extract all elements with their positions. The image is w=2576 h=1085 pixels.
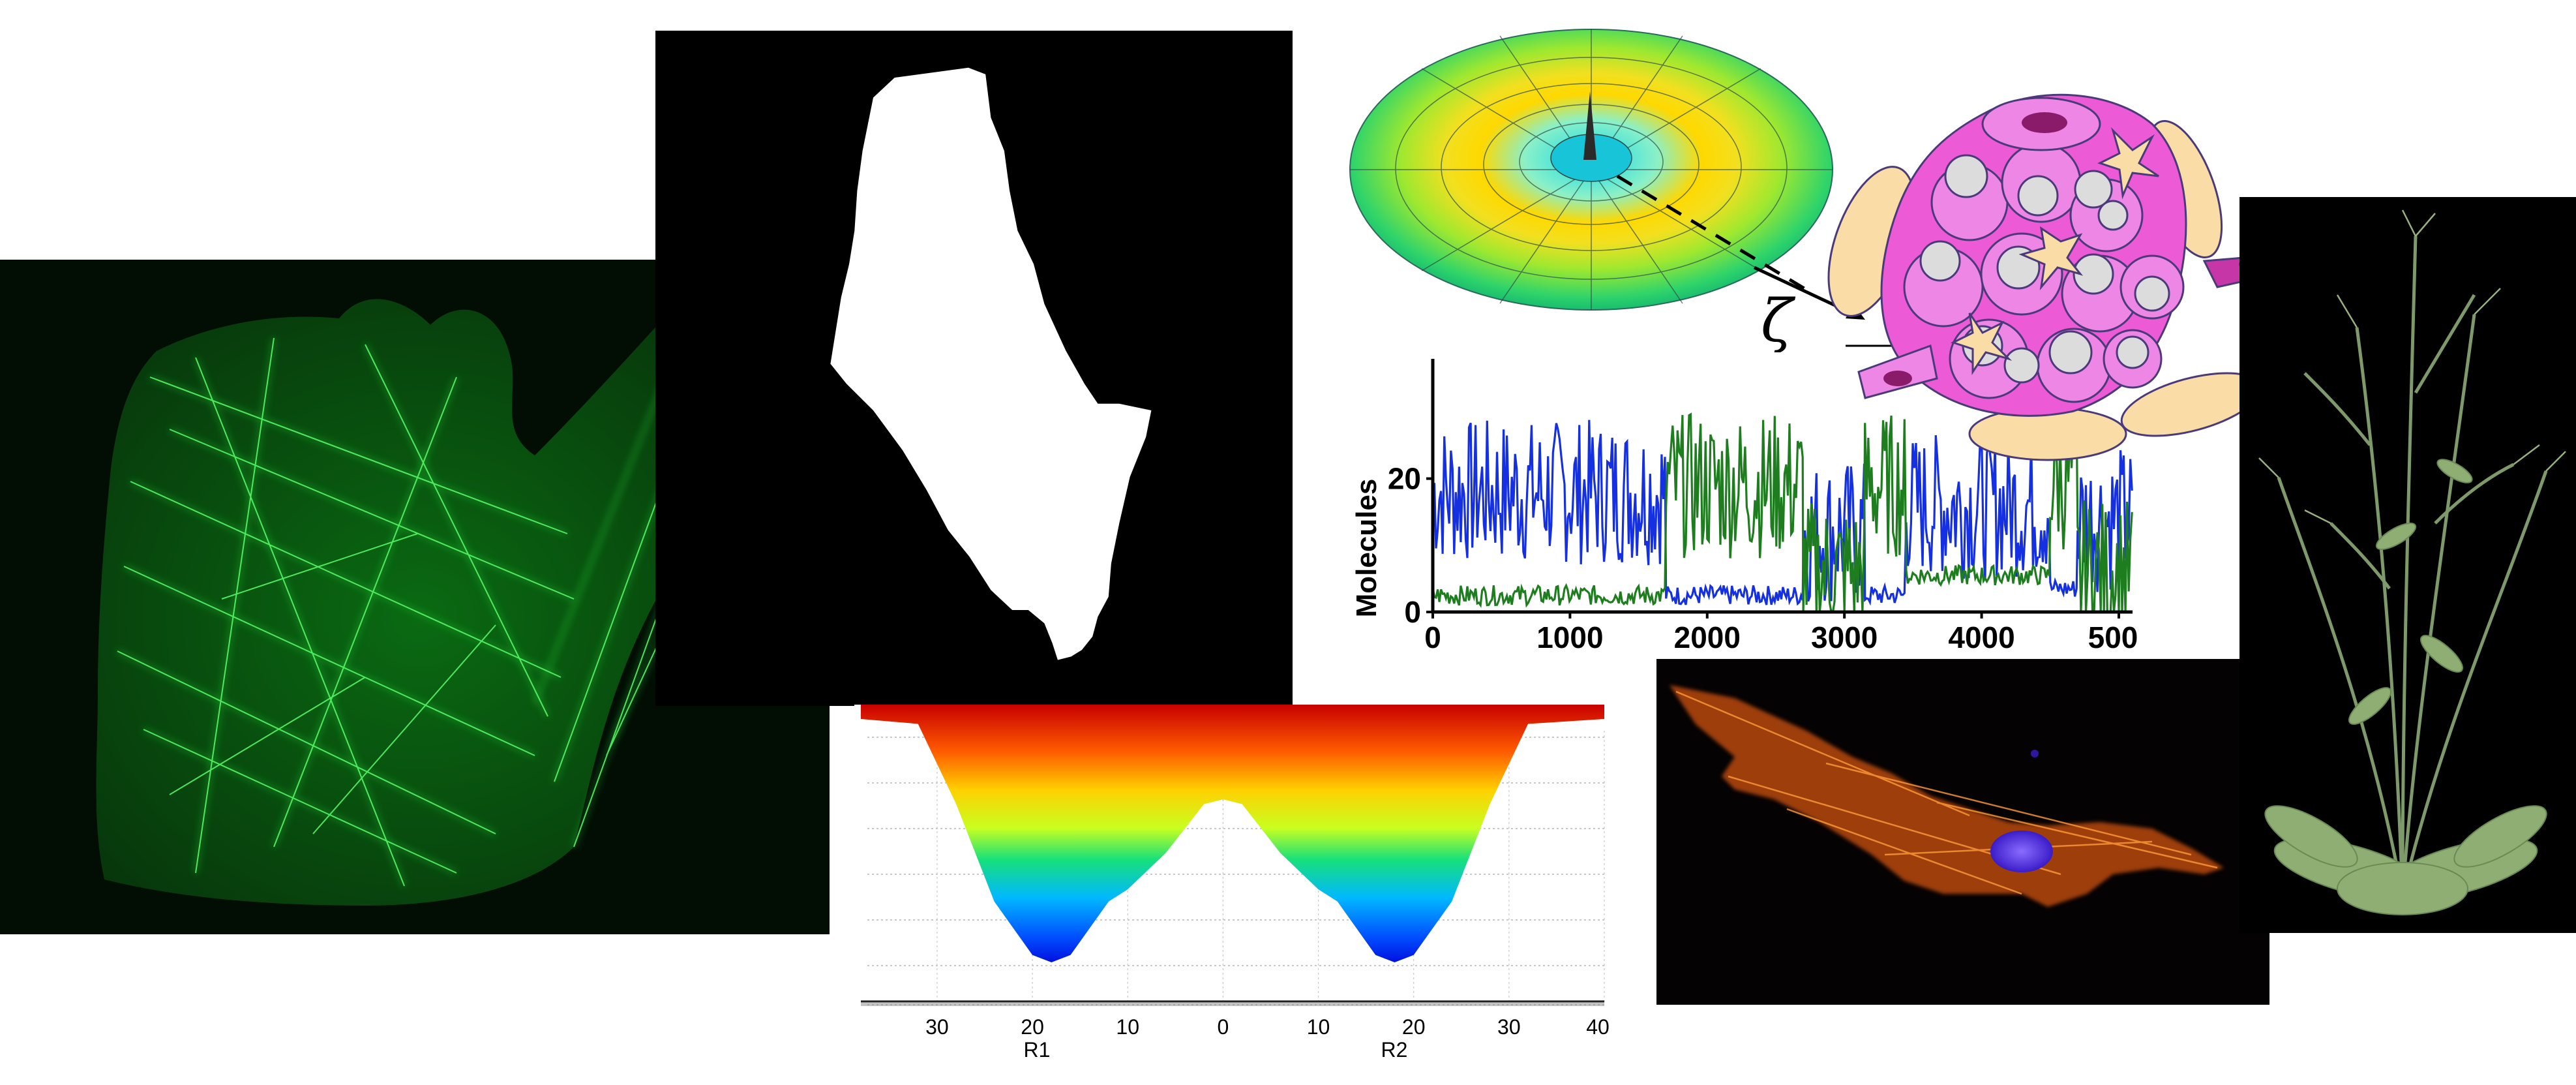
landscape-label-r1: R1 bbox=[1024, 1038, 1051, 1062]
landscape-xtick-label: 20 bbox=[1402, 1015, 1426, 1039]
trace-ylabel: Molecules bbox=[1351, 479, 1383, 618]
landscape-xtick-label: 20 bbox=[1021, 1015, 1044, 1039]
trace-series-0 bbox=[1431, 420, 2133, 606]
landscape-xtick-label: 10 bbox=[1307, 1015, 1330, 1039]
cell-tissue-illustration bbox=[1827, 93, 2284, 461]
zeta-label: ζ bbox=[1761, 287, 1793, 356]
trace-ytick-label: 20 bbox=[1388, 462, 1421, 496]
trace-xtick-label: 4000 bbox=[1948, 620, 2014, 654]
trace-ytick-label: 0 bbox=[1404, 595, 1421, 629]
trace-xtick-label: 2000 bbox=[1674, 620, 1741, 654]
landscape-xtick-label: 30 bbox=[925, 1015, 949, 1039]
landscape-xtick-label: 10 bbox=[1116, 1015, 1139, 1039]
trace-xtick-label: 500 bbox=[2088, 620, 2138, 654]
landscape-xtick-label: 0 bbox=[1217, 1015, 1229, 1039]
fibroblast-micrograph-panel bbox=[1656, 659, 2269, 1005]
landscape-xtick-label: 30 bbox=[1497, 1015, 1521, 1039]
landscape-chart: 30 20 10 0 10 20 30 40 R1 R2 bbox=[854, 705, 1617, 1085]
trace-xtick-label: 3000 bbox=[1811, 620, 1878, 654]
torus-surface-panel bbox=[1343, 20, 1839, 326]
plant-photo-panel bbox=[2239, 197, 2576, 933]
cell-mask-panel bbox=[655, 31, 1293, 706]
plant-photo bbox=[2258, 209, 2566, 915]
landscape-surface bbox=[861, 705, 1604, 962]
cell-mask-shape bbox=[830, 67, 1152, 660]
landscape-label-r2: R2 bbox=[1381, 1038, 1408, 1062]
landscape-xtick-label: 40 bbox=[1586, 1015, 1610, 1039]
trace-xtick-label: 1000 bbox=[1536, 620, 1603, 654]
trace-lines bbox=[1431, 412, 2133, 613]
torus-surface bbox=[1349, 29, 1833, 311]
nucleus bbox=[1990, 831, 2053, 872]
cell-tissue-panel bbox=[1826, 72, 2296, 463]
trace-series-1 bbox=[1431, 412, 2133, 613]
trace-xtick-label: 0 bbox=[1424, 620, 1441, 654]
fibroblast-micrograph bbox=[1670, 685, 2224, 907]
